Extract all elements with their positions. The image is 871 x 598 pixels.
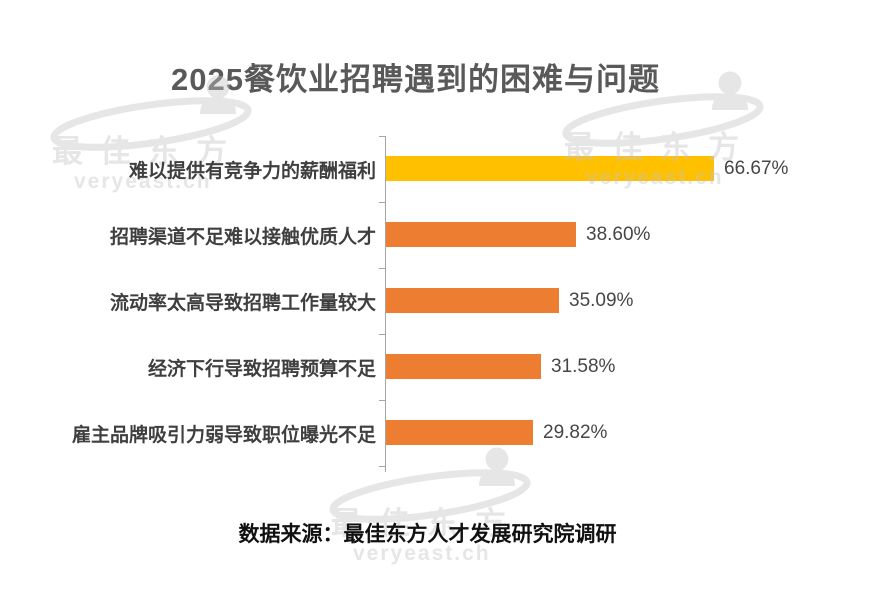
axis-tick: [379, 202, 385, 203]
bar-chart: 难以提供有竞争力的薪酬福利 66.67% 招聘渠道不足难以接触优质人才 38.6…: [0, 136, 871, 472]
value-label: 35.09%: [569, 290, 634, 311]
axis-tick: [379, 136, 385, 137]
bar-row: 雇主品牌吸引力弱导致职位曝光不足 29.82%: [0, 400, 871, 466]
axis-tick: [379, 466, 385, 467]
bar-row: 难以提供有竞争力的薪酬福利 66.67%: [0, 136, 871, 202]
bar-row: 经济下行导致招聘预算不足 31.58%: [0, 334, 871, 400]
value-label: 29.82%: [543, 422, 608, 443]
bar: [386, 156, 714, 181]
bar: [386, 222, 576, 247]
bar: [386, 420, 533, 445]
category-label: 雇主品牌吸引力弱导致职位曝光不足: [71, 424, 376, 446]
axis-tick: [379, 400, 385, 401]
bar: [386, 288, 559, 313]
axis-tick: [379, 334, 385, 335]
bar-row: 招聘渠道不足难以接触优质人才 38.60%: [0, 202, 871, 268]
category-label: 招聘渠道不足难以接触优质人才: [109, 226, 376, 248]
category-label: 难以提供有竞争力的薪酬福利: [128, 160, 376, 182]
chart-title: 2025餐饮业招聘遇到的困难与问题: [171, 62, 660, 97]
category-label: 经济下行导致招聘预算不足: [147, 358, 376, 380]
category-label: 流动率太高导致招聘工作量较大: [109, 292, 376, 314]
value-label: 38.60%: [586, 224, 651, 245]
category-axis-line: [385, 136, 386, 472]
value-label: 66.67%: [724, 158, 789, 179]
bar: [386, 354, 541, 379]
person-body-icon: [200, 97, 236, 114]
value-label: 31.58%: [551, 356, 616, 377]
axis-tick: [379, 268, 385, 269]
data-source-note: 数据来源：最佳东方人才发展研究院调研: [238, 523, 617, 546]
bar-row: 流动率太高导致招聘工作量较大 35.09%: [0, 268, 871, 334]
